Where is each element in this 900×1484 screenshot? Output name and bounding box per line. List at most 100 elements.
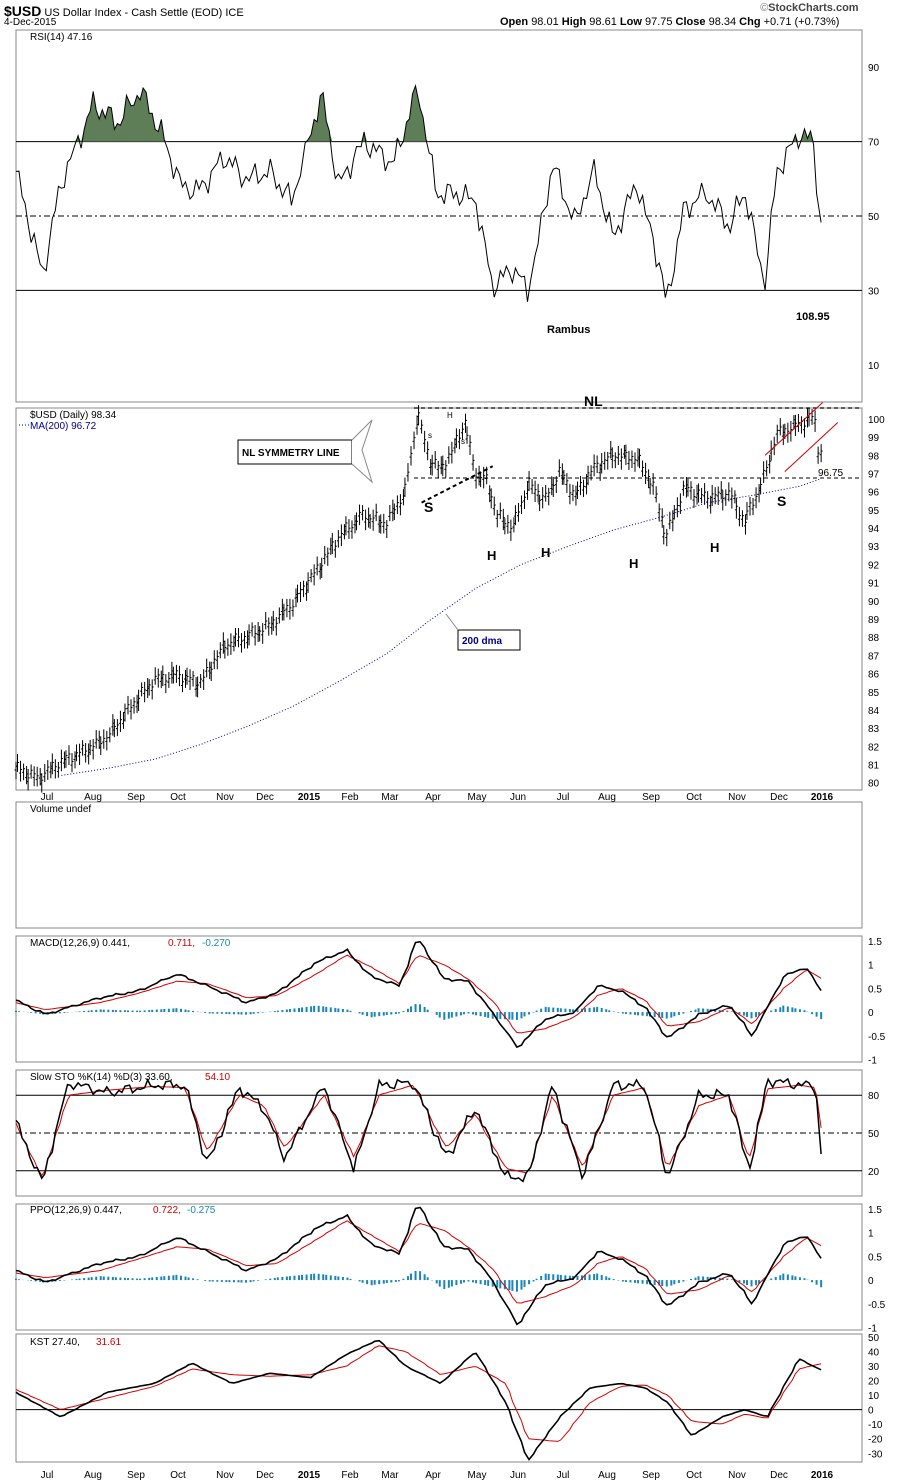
nl-symmetry-callout-box xyxy=(237,439,353,465)
ppo-main-line xyxy=(15,1206,822,1326)
x-tick-label: May xyxy=(468,792,487,803)
rsi-panel: 90 70 50 30 10 Rambus 108.95 xyxy=(15,63,880,372)
high-value: 98.61 xyxy=(589,16,617,28)
price-tick: 84 xyxy=(868,706,880,717)
head-h-4: H xyxy=(710,540,719,555)
head-h-3: H xyxy=(629,556,638,571)
price-tick: 99 xyxy=(868,433,880,444)
macd-tick: 1 xyxy=(868,961,874,972)
rsi-tick: 70 xyxy=(868,138,880,149)
ppo-tick: 0 xyxy=(868,1276,874,1287)
sto-label: Slow STO %K(14) %D(3) 33.60, xyxy=(30,1072,173,1083)
shoulder-s-right: S xyxy=(777,493,786,509)
wedge-upper-line xyxy=(764,402,823,456)
x-tick-label: Nov xyxy=(216,1470,234,1481)
x-tick-label: Sep xyxy=(642,792,660,803)
ma-label: MA(200) 96.72 xyxy=(30,421,97,432)
ppo-signal-line xyxy=(15,1220,822,1304)
macd-tick: 0.5 xyxy=(868,984,882,995)
price-tick: 92 xyxy=(868,560,880,571)
low-value: 97.75 xyxy=(644,16,673,28)
symmetry-value: 96.75 xyxy=(818,468,843,479)
stockcharts-watermark: ©StockCharts.com xyxy=(760,2,859,14)
sto-panel: 80 50 20 xyxy=(15,1077,880,1183)
macd-tick: 0 xyxy=(868,1008,874,1019)
open-value: 98.01 xyxy=(531,16,559,28)
price-panel: 100 99 98 97 96 95 94 93 92 91 90 89 88 87 86 85 84 83 82 8… xyxy=(14,393,885,793)
price-tick: 95 xyxy=(868,506,880,517)
price-tick: 82 xyxy=(868,742,880,753)
sto-k-line xyxy=(15,1077,822,1183)
ppo-tick: 1 xyxy=(868,1229,874,1240)
x-tick-label: Sep xyxy=(127,792,145,803)
close-label: Close xyxy=(675,16,706,28)
kst-tick: 30 xyxy=(868,1362,880,1373)
nl-symmetry-callout-pointer xyxy=(351,419,374,484)
x-tick-label: Sep xyxy=(642,1470,660,1481)
x-axis-labels: Jul Aug Sep Oct Nov Dec 2015 Feb Mar Apr May Jun Jul… xyxy=(41,792,834,1481)
x-tick-label: 2016 xyxy=(811,792,834,803)
rsi-label: RSI(14) 47.16 xyxy=(30,32,93,43)
nl-annotation: NL xyxy=(584,393,603,409)
x-tick-label: Jul xyxy=(41,792,54,803)
price-tick: 91 xyxy=(868,579,880,590)
x-tick-label: Aug xyxy=(84,1470,102,1481)
kst-tick: -10 xyxy=(868,1420,883,1431)
x-tick-label: Apr xyxy=(425,1470,441,1481)
rambus-annotation: Rambus xyxy=(547,324,590,336)
macd-hist-value: -0.270 xyxy=(202,938,231,949)
small-h: H xyxy=(447,411,453,420)
high-label: High xyxy=(561,16,587,28)
kst-main-line xyxy=(15,1339,822,1461)
ppo-tick: -0.5 xyxy=(868,1300,886,1311)
price-tick: 97 xyxy=(868,469,880,480)
symbol: $USD xyxy=(4,3,42,19)
dma-callout-text: 200 dma xyxy=(462,636,502,647)
x-tick-label: Oct xyxy=(170,792,186,803)
kst-tick: 20 xyxy=(868,1377,880,1388)
price-tick: 98 xyxy=(868,451,880,462)
x-tick-label: Nov xyxy=(728,792,746,803)
price-tick: 93 xyxy=(868,542,880,553)
macd-tick: 1.5 xyxy=(868,937,882,948)
price-tick: 90 xyxy=(868,597,880,608)
price-tick: 88 xyxy=(868,633,880,644)
price-tick: 81 xyxy=(868,761,880,772)
panel-frame-vol xyxy=(15,801,863,929)
chg-label: Chg xyxy=(739,16,761,28)
price-tick: 96 xyxy=(868,488,880,499)
ppo-signal-value: 0.722, xyxy=(153,1205,181,1216)
head-h-1: H xyxy=(487,548,496,563)
macd-label: MACD(12,26,9) 0.441, xyxy=(30,938,130,949)
kst-tick: 10 xyxy=(868,1391,880,1402)
x-tick-label: Nov xyxy=(216,792,234,803)
small-s-2: s xyxy=(461,437,465,446)
price-tick: 100 xyxy=(868,415,885,426)
close-value: 98.34 xyxy=(708,16,737,28)
dma-callout-pointer xyxy=(445,613,459,631)
x-tick-label: Oct xyxy=(170,1470,186,1481)
sto-d-line xyxy=(15,1084,822,1177)
x-tick-label: Jul xyxy=(41,1470,54,1481)
x-tick-label: Mar xyxy=(381,792,399,803)
x-tick-label: Dec xyxy=(256,1470,274,1481)
instrument-name: US Dollar Index - Cash Settle (EOD) xyxy=(44,7,223,19)
x-tick-label: Feb xyxy=(341,1470,359,1481)
dma-callout-box xyxy=(457,629,521,651)
kst-panel: 50 40 30 20 10 0 -10 -20 -30 xyxy=(15,1333,883,1461)
sto-tick: 80 xyxy=(868,1091,880,1102)
kst-tick: 50 xyxy=(868,1333,880,1344)
target-annotation: 108.95 xyxy=(796,311,830,323)
panel-frame-kst xyxy=(15,1333,863,1463)
x-tick-label: Feb xyxy=(341,792,359,803)
price-tick: 89 xyxy=(868,615,880,626)
small-neckline xyxy=(421,465,494,504)
x-tick-label: Apr xyxy=(425,792,441,803)
rsi-tick: 50 xyxy=(868,212,880,223)
price-tick: 94 xyxy=(868,524,880,535)
macd-tick: -1 xyxy=(868,1056,877,1067)
ma200-line xyxy=(61,478,822,776)
ppo-label: PPO(12,26,9) 0.447, xyxy=(30,1205,122,1216)
kst-tick: 40 xyxy=(868,1347,880,1358)
